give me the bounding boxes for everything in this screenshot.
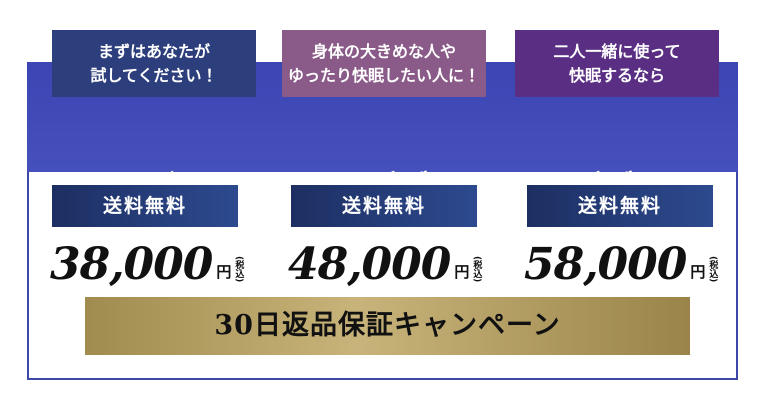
price: 48,000 円 (税込) (288, 234, 481, 290)
tax-note: (税込) (233, 255, 244, 282)
shipping-label: 送料無料 (527, 185, 713, 227)
price: 58,000 円 (税込) (524, 234, 717, 290)
campaign-banner: 30日返品保証キャンペーン (85, 297, 690, 355)
plan-badge: 二人一緒に使って 快眠するなら (515, 30, 719, 97)
badge-line: 快眠するなら (568, 65, 665, 85)
price-unit: 円 (216, 263, 232, 281)
price-unit: 円 (454, 263, 470, 281)
price-amount: 48,000 (288, 239, 451, 290)
shipping-label: 送料無料 (52, 185, 238, 227)
price-amount: 58,000 (524, 239, 687, 290)
tax-note: (税込) (707, 255, 718, 282)
price-unit: 円 (690, 263, 706, 281)
badge-line: ゆったり快眠したい人に！ (287, 65, 480, 85)
badge-line: 身体の大きめな人や (311, 41, 456, 61)
plan-badge: まずはあなたが 試してください！ (52, 30, 256, 97)
badge-line: まずはあなたが (97, 41, 210, 61)
shipping-label: 送料無料 (291, 185, 477, 227)
price: 38,000 円 (税込) (50, 234, 243, 290)
plan-badge: 身体の大きめな人やゆったり快眠したい人に！ (282, 30, 486, 97)
badge-line: 試してください！ (90, 65, 218, 85)
tax-note: (税込) (471, 255, 482, 282)
price-amount: 38,000 (50, 239, 213, 290)
badge-line: 二人一緒に使って (553, 41, 681, 61)
